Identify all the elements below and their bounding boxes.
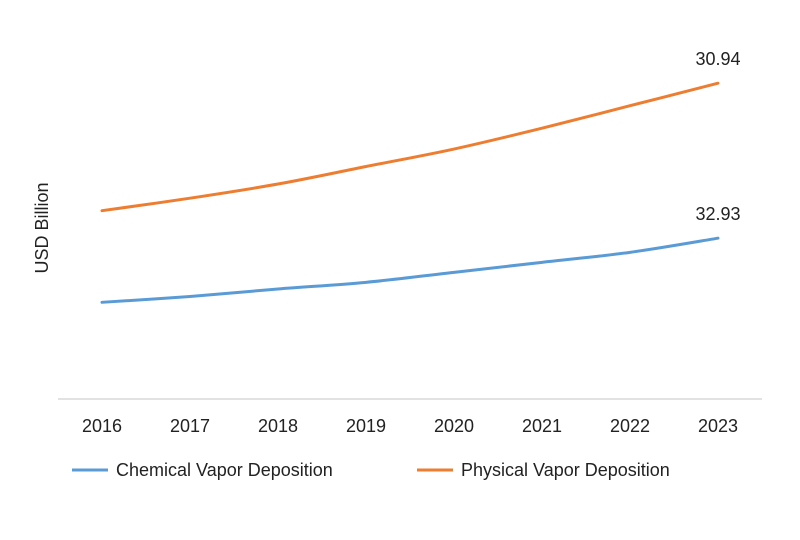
series-line-1 <box>100 236 720 304</box>
x-tick-label: 2020 <box>434 416 474 436</box>
x-tick-label: 2022 <box>610 416 650 436</box>
legend-label: Physical Vapor Deposition <box>461 460 670 480</box>
series-lines <box>100 81 720 304</box>
data-labels: 32.93 30.94 <box>695 49 740 224</box>
x-tick-label: 2019 <box>346 416 386 436</box>
series-line-2 <box>100 81 720 213</box>
end-value-label: 32.93 <box>695 204 740 224</box>
x-tick-label: 2021 <box>522 416 562 436</box>
legend-item: Physical Vapor Deposition <box>417 460 670 480</box>
x-tick-label: 2023 <box>698 416 738 436</box>
legend-label: Chemical Vapor Deposition <box>116 460 333 480</box>
legend: Chemical Vapor Deposition Physical Vapor … <box>72 460 670 480</box>
x-tick-label: 2016 <box>82 416 122 436</box>
x-tick-label: 2018 <box>258 416 298 436</box>
y-axis-title: USD Billion <box>32 182 52 273</box>
x-tick-label: 2017 <box>170 416 210 436</box>
x-axis-ticks: 2016 2017 2018 2019 2020 2021 2022 2023 <box>82 416 738 436</box>
legend-item: Chemical Vapor Deposition <box>72 460 333 480</box>
end-value-label: 30.94 <box>695 49 740 69</box>
